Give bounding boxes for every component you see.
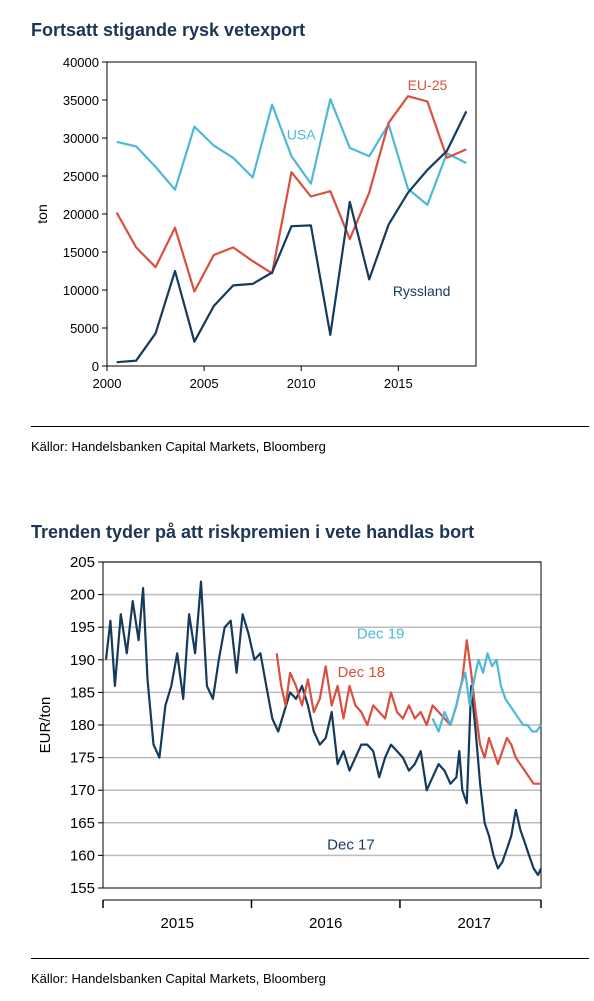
y-tick-label: 40000 [63,55,99,70]
y-tick-label: 190 [70,652,95,669]
chart2-source: Källor: Handelsbanken Capital Markets, B… [31,971,326,986]
series-label: Dec 17 [327,837,375,854]
series-label: EU-25 [408,77,448,93]
y-tick-label: 35000 [63,93,99,108]
chart1-title: Fortsatt stigande rysk vetexport [31,20,306,40]
y-axis-label: EUR/ton [37,697,54,754]
y-tick-label: 200 [70,587,95,604]
chart1-source-divider [31,426,589,427]
x-tick-label: 2005 [190,376,219,391]
y-tick-label: 185 [70,684,95,701]
series-line-dec-19 [431,652,542,733]
series-label: Dec 18 [338,664,386,681]
y-tick-label: 20000 [63,207,99,222]
series-line-dec-17 [104,580,543,877]
y-tick-label: 0 [92,359,99,374]
chart1-plot: 0 5000 10000 15000 20000 25000 30000 35000 40000… [34,55,477,391]
y-tick-label: 205 [70,554,95,571]
y-tick-label: 175 [70,750,95,767]
chart2-source-divider [31,958,589,959]
y-tick-label: 165 [70,815,95,832]
y-axis-label: ton [34,204,50,223]
y-tick-label: 15000 [63,245,99,260]
series-label: USA [287,127,316,143]
series-line-eu-25 [115,95,467,293]
y-tick-label: 170 [70,782,95,799]
y-tick-label: 180 [70,717,95,734]
y-tick-label: 160 [70,847,95,864]
series-label: Ryssland [393,283,451,299]
x-tick-label: 2015 [384,376,413,391]
x-tick-label: 2015 [161,915,194,932]
series-line-usa [116,98,467,206]
series-line-ryssland [116,110,468,364]
series-label: Dec 19 [357,625,405,642]
x-tick-label: 2010 [287,376,316,391]
y-tick-label: 5000 [70,321,99,336]
x-tick-label: 2016 [309,915,342,932]
x-tick-label: 2017 [457,915,490,932]
chart2-title: Trenden tyder på att riskpremien i vete … [31,522,475,542]
x-tick-label: 2000 [93,376,122,391]
y-tick-label: 195 [70,619,95,636]
y-tick-label: 30000 [63,131,99,146]
y-tick-label: 10000 [63,283,99,298]
chart1-source: Källor: Handelsbanken Capital Markets, B… [31,439,326,454]
y-tick-label: 155 [70,880,95,897]
series-line-dec-18 [275,639,541,785]
y-tick-label: 25000 [63,169,99,184]
